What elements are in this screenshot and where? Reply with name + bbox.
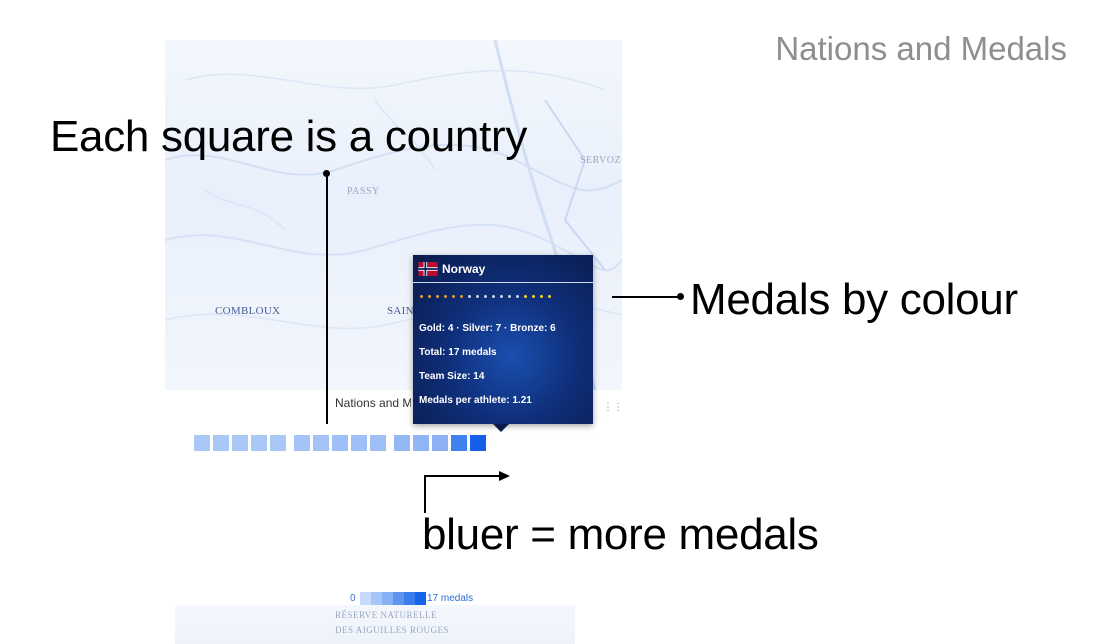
- map-label-aiguilles: DES AIGUILLES ROUGES: [335, 625, 450, 635]
- callout-pointer-dot: [323, 170, 330, 177]
- medal-dot: [532, 295, 535, 298]
- legend-swatch: [393, 592, 404, 605]
- medal-dot: [436, 295, 439, 298]
- arrow-right-icon: [499, 471, 510, 481]
- legend-swatch: [382, 592, 393, 605]
- norway-flag-icon: [418, 261, 438, 276]
- country-square[interactable]: [351, 435, 367, 451]
- medal-dot: [444, 295, 447, 298]
- medal-dot: [548, 295, 551, 298]
- medal-dot: [420, 295, 423, 298]
- country-square[interactable]: [451, 435, 467, 451]
- map-label-combloux: COMBLOUX: [215, 305, 281, 317]
- medal-dot: [452, 295, 455, 298]
- country-square[interactable]: [313, 435, 329, 451]
- map-background-bottom: RÉSERVE NATURELLE DES AIGUILLES ROUGES: [175, 605, 575, 644]
- country-square[interactable]: [470, 435, 486, 451]
- tooltip-team-size: Team Size: 14: [419, 371, 485, 382]
- medal-dot: [484, 295, 487, 298]
- legend-min: 0: [350, 593, 356, 604]
- medal-dot: [428, 295, 431, 298]
- legend-swatch: [404, 592, 415, 605]
- country-square[interactable]: [270, 435, 286, 451]
- map-label-reserve: RÉSERVE NATURELLE: [335, 610, 438, 620]
- map-label-servoz: SERVOZ: [580, 155, 622, 166]
- tooltip-country-name: Norway: [442, 261, 486, 276]
- country-tooltip: Norway Gold: 4 · Silver: 7 · Bronze: 6 T…: [413, 255, 593, 432]
- callout-bluer-hline: [424, 475, 504, 477]
- medal-dots: [413, 283, 593, 301]
- legend-max: 17 medals: [427, 593, 474, 604]
- country-square[interactable]: [413, 435, 429, 451]
- medal-dot: [516, 295, 519, 298]
- country-square[interactable]: [232, 435, 248, 451]
- legend-gradient: [360, 592, 426, 605]
- country-square[interactable]: [294, 435, 310, 451]
- legend-swatch: [360, 592, 371, 605]
- callout-bluer: bluer = more medals: [422, 510, 819, 559]
- map-label-saint: SAINT: [387, 305, 421, 317]
- tooltip-arrow: [493, 424, 509, 432]
- tooltip-medals-breakdown: Gold: 4 · Silver: 7 · Bronze: 6: [419, 323, 556, 334]
- medal-dot: [524, 295, 527, 298]
- medal-dot: [540, 295, 543, 298]
- slide-title: Nations and Medals: [775, 30, 1067, 67]
- medal-dot: [468, 295, 471, 298]
- country-square[interactable]: [370, 435, 386, 451]
- callout-pointer-line: [326, 174, 328, 424]
- tooltip-per-athlete: Medals per athlete: 1.21: [419, 395, 532, 406]
- callout-bluer-vline: [424, 475, 426, 513]
- map-label-passy: PASSY: [347, 186, 380, 197]
- callout-medals-line: [612, 296, 680, 298]
- country-square[interactable]: [213, 435, 229, 451]
- callout-medals-dot: [677, 293, 684, 300]
- country-square[interactable]: [432, 435, 448, 451]
- medal-dot: [508, 295, 511, 298]
- drag-handle-icon[interactable]: ⋮⋮: [603, 402, 623, 413]
- country-square[interactable]: [394, 435, 410, 451]
- medal-dot: [460, 295, 463, 298]
- tooltip-header: Norway: [413, 255, 593, 283]
- widget-label: Nations and Medals: [335, 396, 411, 410]
- tooltip-total: Total: 17 medals: [419, 347, 497, 358]
- callout-medals-colour: Medals by colour: [690, 275, 1018, 324]
- legend-swatch: [371, 592, 382, 605]
- callout-square-country: Each square is a country: [50, 112, 528, 161]
- legend-swatch: [415, 592, 426, 605]
- country-square[interactable]: [332, 435, 348, 451]
- medal-dot: [500, 295, 503, 298]
- medal-dot: [492, 295, 495, 298]
- map-background: PASSY SERVOZ COMBLOUX SAINT: [165, 40, 622, 390]
- country-square[interactable]: [251, 435, 267, 451]
- medal-dot: [476, 295, 479, 298]
- country-square[interactable]: [194, 435, 210, 451]
